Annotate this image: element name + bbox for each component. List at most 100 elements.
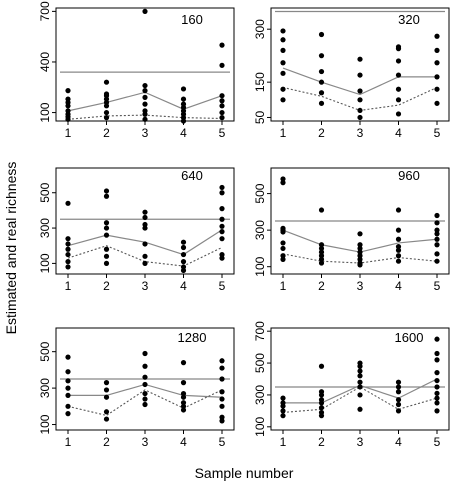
- data-point: [280, 60, 286, 66]
- data-point: [65, 354, 71, 360]
- data-point: [434, 357, 440, 363]
- data-point: [142, 253, 148, 259]
- data-point: [103, 409, 110, 415]
- data-point: [357, 97, 363, 103]
- x-tick-label: 2: [103, 279, 110, 293]
- x-tick-label: 4: [180, 126, 187, 140]
- x-tick-label: 4: [180, 279, 187, 293]
- panel-label: 1600: [395, 330, 424, 345]
- y-tick-label: 700: [38, 1, 52, 21]
- data-point: [65, 392, 71, 398]
- data-point: [65, 96, 71, 102]
- data-point: [219, 414, 225, 420]
- data-point: [357, 114, 363, 121]
- data-point: [103, 115, 110, 121]
- data-point: [357, 260, 363, 266]
- y-tick-label: 700: [253, 321, 267, 341]
- data-point: [280, 47, 286, 53]
- data-point: [103, 232, 110, 238]
- x-tick-label: 5: [219, 279, 226, 293]
- data-point: [180, 390, 187, 397]
- data-point: [395, 384, 402, 390]
- data-point: [434, 377, 440, 384]
- data-point: [219, 236, 225, 242]
- data-point: [280, 408, 286, 414]
- data-point: [395, 247, 402, 253]
- data-point: [357, 360, 363, 366]
- data-point: [180, 360, 187, 366]
- data-point: [219, 229, 225, 235]
- data-point: [180, 380, 187, 386]
- data-point: [357, 253, 363, 259]
- data-point: [103, 79, 110, 85]
- data-point: [219, 98, 225, 104]
- data-point: [318, 256, 325, 262]
- data-point: [434, 236, 440, 242]
- data-point: [357, 231, 363, 237]
- data-point: [103, 387, 110, 393]
- data-point: [395, 253, 402, 259]
- data-point: [280, 176, 286, 182]
- x-tick-label: 3: [357, 279, 364, 293]
- data-point: [434, 231, 440, 237]
- y-tick-label: 500: [253, 183, 267, 203]
- data-point: [280, 256, 286, 262]
- x-tick-label: 1: [280, 126, 287, 140]
- x-tick-label: 2: [318, 126, 325, 140]
- data-point: [65, 200, 71, 206]
- panel-label: 640: [181, 168, 203, 183]
- x-tick-label: 2: [318, 279, 325, 293]
- data-point: [280, 413, 286, 419]
- data-point: [180, 264, 187, 270]
- data-point: [280, 97, 286, 103]
- data-point: [180, 259, 187, 265]
- y-tick-label: 300: [253, 19, 267, 39]
- x-tick-label: 5: [434, 279, 441, 293]
- plot-frame: [270, 7, 450, 122]
- data-point: [142, 260, 148, 266]
- data-point: [318, 207, 325, 213]
- data-point: [65, 369, 71, 375]
- data-point: [434, 212, 440, 219]
- x-tick-label: 3: [142, 279, 149, 293]
- data-point: [318, 260, 325, 266]
- data-point: [434, 395, 440, 401]
- data-point: [280, 240, 286, 246]
- data-point: [280, 245, 286, 252]
- panel-label: 1280: [178, 330, 207, 345]
- observed-line: [67, 389, 223, 417]
- data-point: [219, 389, 225, 395]
- data-point: [395, 72, 402, 78]
- x-tick-label: 5: [434, 126, 441, 140]
- panel-320: 1 2 3 4 5 50 150 300 320: [253, 7, 450, 140]
- x-tick-label: 4: [395, 279, 402, 293]
- data-point: [434, 384, 440, 390]
- panel-960: 1 2 3 4 5 100 300 500 960: [253, 167, 450, 293]
- data-point: [142, 363, 148, 369]
- data-point: [395, 397, 402, 403]
- data-point: [318, 90, 325, 96]
- data-point: [142, 94, 148, 100]
- data-point: [357, 249, 363, 255]
- data-point: [103, 188, 110, 194]
- data-point: [357, 56, 363, 62]
- data-point: [357, 373, 363, 379]
- x-axis-title: Sample number: [195, 465, 294, 481]
- data-point: [103, 253, 110, 259]
- data-point: [142, 374, 148, 380]
- data-point: [357, 256, 363, 262]
- panel-160: 1 2 3 4 5 100 400 700 160: [38, 1, 235, 140]
- data-point: [65, 411, 71, 417]
- data-point: [219, 62, 225, 68]
- data-point: [219, 42, 225, 48]
- x-tick-label: 2: [103, 435, 110, 449]
- data-point: [219, 206, 225, 212]
- data-point: [65, 385, 71, 391]
- x-tick-label: 1: [65, 126, 72, 140]
- data-point: [180, 251, 187, 258]
- data-point: [357, 392, 363, 398]
- data-point: [395, 236, 402, 242]
- data-point: [142, 82, 148, 89]
- data-point: [142, 101, 148, 107]
- data-point: [318, 389, 325, 395]
